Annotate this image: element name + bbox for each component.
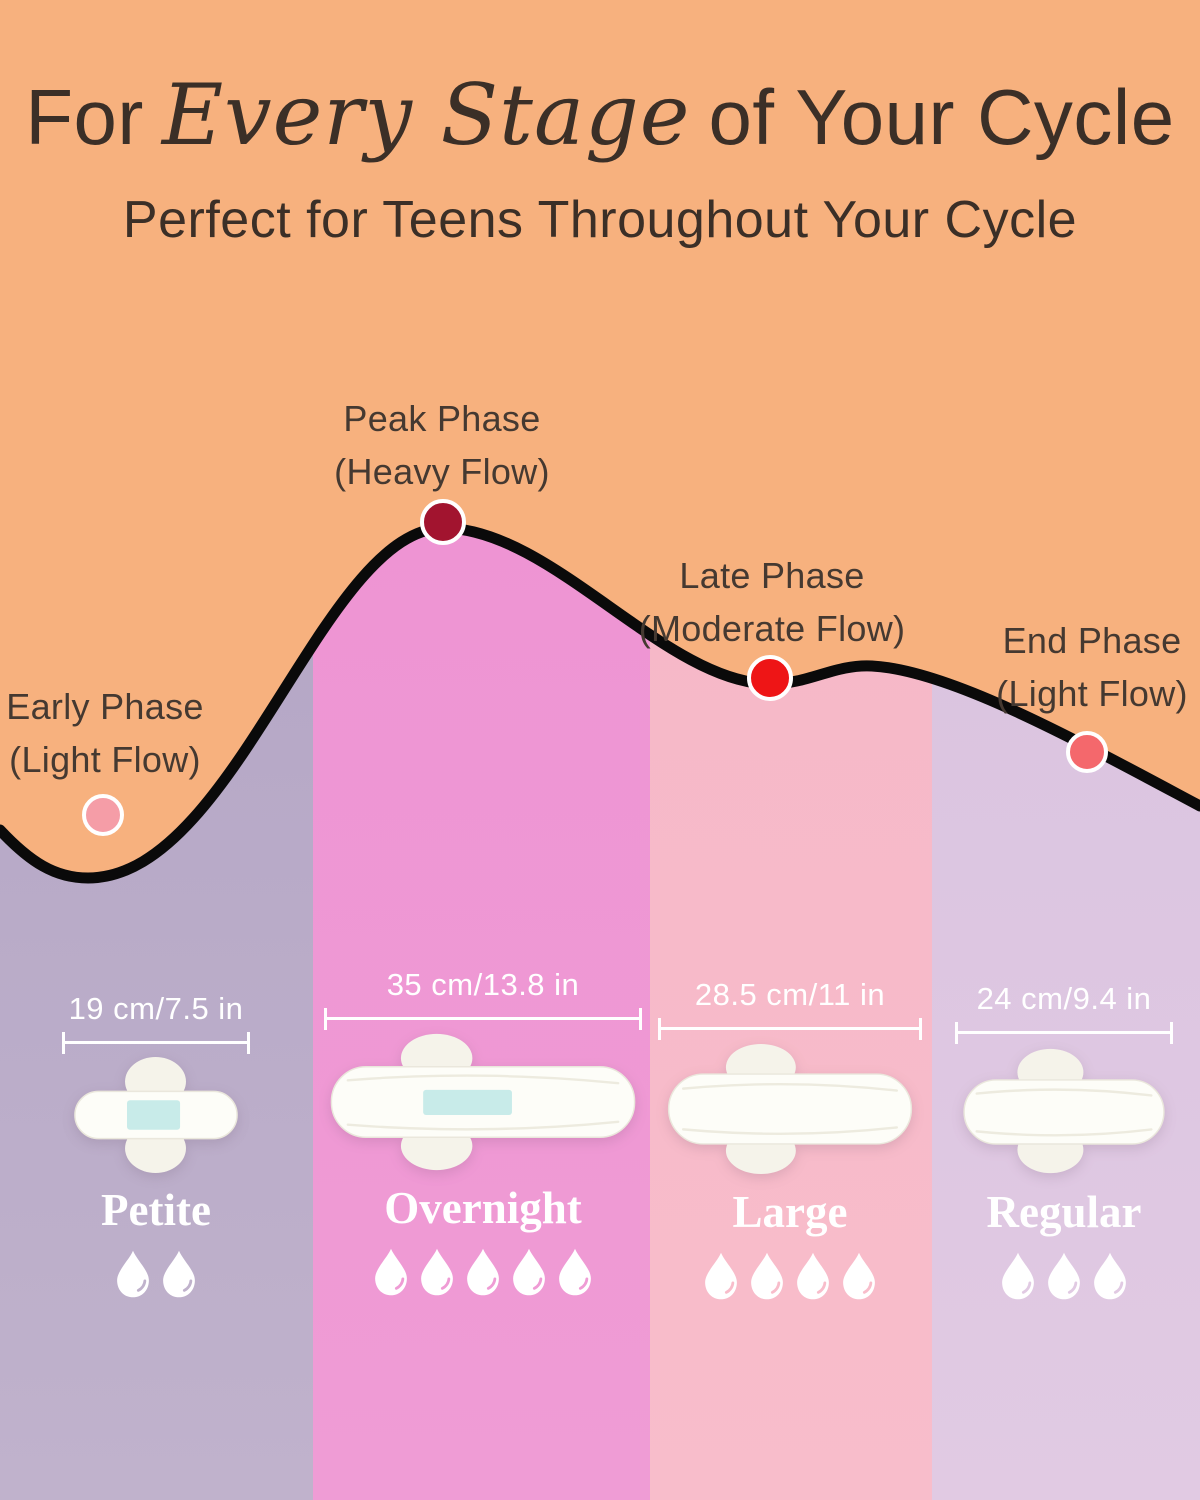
dot-end-phase [1066, 731, 1108, 773]
page-title: For Every Stage of Your Cycle [0, 72, 1200, 160]
absorbency-drops [938, 1251, 1190, 1301]
phase-flow: (Heavy Flow) [334, 451, 550, 492]
product-regular: 24 cm/9.4 in Regular [938, 982, 1190, 1301]
size-measure-line [62, 1032, 250, 1054]
droplet-icon [1002, 1252, 1034, 1300]
droplet-icon [375, 1248, 407, 1296]
title-suffix: of Your Cycle [708, 73, 1175, 161]
size-measure-line [955, 1022, 1173, 1044]
droplet-icon [843, 1252, 875, 1300]
product-name: Large [732, 1187, 848, 1237]
product-name: Regular [986, 1187, 1142, 1237]
product-overnight: 35 cm/13.8 in Overnight [322, 968, 644, 1297]
title-prefix: For [25, 73, 144, 161]
size-measure-line [324, 1008, 642, 1030]
absorbency-drops [36, 1249, 276, 1299]
phase-name: Early Phase [6, 686, 204, 727]
droplet-icon [117, 1250, 149, 1298]
droplet-icon [467, 1248, 499, 1296]
absorbency-drops [322, 1247, 644, 1297]
dot-early-phase [82, 794, 124, 836]
phase-name: Peak Phase [343, 398, 541, 439]
droplet-icon [559, 1248, 591, 1296]
dot-peak-phase [420, 499, 466, 545]
droplet-icon [1094, 1252, 1126, 1300]
dot-late-phase [747, 655, 793, 701]
size-label: 28.5 cm/11 in [694, 977, 886, 1012]
pad-image-petite [36, 1056, 276, 1179]
size-measure-line [658, 1018, 922, 1040]
pad-image-regular [938, 1046, 1190, 1181]
phase-label-end: End Phase (Light Flow) [942, 614, 1200, 720]
droplet-icon [797, 1252, 829, 1300]
title-script-text: Every Stage [161, 66, 691, 164]
droplet-icon [163, 1250, 195, 1298]
pad-image-overnight [322, 1032, 644, 1177]
droplet-icon [513, 1248, 545, 1296]
product-name: Overnight [384, 1183, 582, 1233]
phase-flow: (Moderate Flow) [638, 608, 906, 649]
size-label: 19 cm/7.5 in [68, 991, 244, 1026]
absorbency-drops [652, 1251, 928, 1301]
size-label: 24 cm/9.4 in [976, 981, 1152, 1016]
phase-flow: (Light Flow) [996, 673, 1188, 714]
phase-label-late: Late Phase (Moderate Flow) [602, 549, 942, 655]
phase-label-early: Early Phase (Light Flow) [0, 680, 255, 786]
pad-image-large [652, 1042, 928, 1181]
phase-name: Late Phase [679, 555, 865, 596]
product-name: Petite [101, 1185, 211, 1235]
flow-curve [0, 522, 1200, 884]
droplet-icon [421, 1248, 453, 1296]
product-large: 28.5 cm/11 in Large [652, 978, 928, 1301]
phase-name: End Phase [1002, 620, 1182, 661]
product-petite: 19 cm/7.5 in Petite [36, 992, 276, 1299]
header: For Every Stage of Your Cycle Perfect fo… [0, 0, 1200, 248]
phase-flow: (Light Flow) [9, 739, 201, 780]
droplet-icon [1048, 1252, 1080, 1300]
droplet-icon [705, 1252, 737, 1300]
size-label: 35 cm/13.8 in [386, 967, 580, 1002]
phase-label-peak: Peak Phase (Heavy Flow) [292, 392, 592, 498]
droplet-icon [751, 1252, 783, 1300]
page-subtitle: Perfect for Teens Throughout Your Cycle [122, 191, 1078, 249]
